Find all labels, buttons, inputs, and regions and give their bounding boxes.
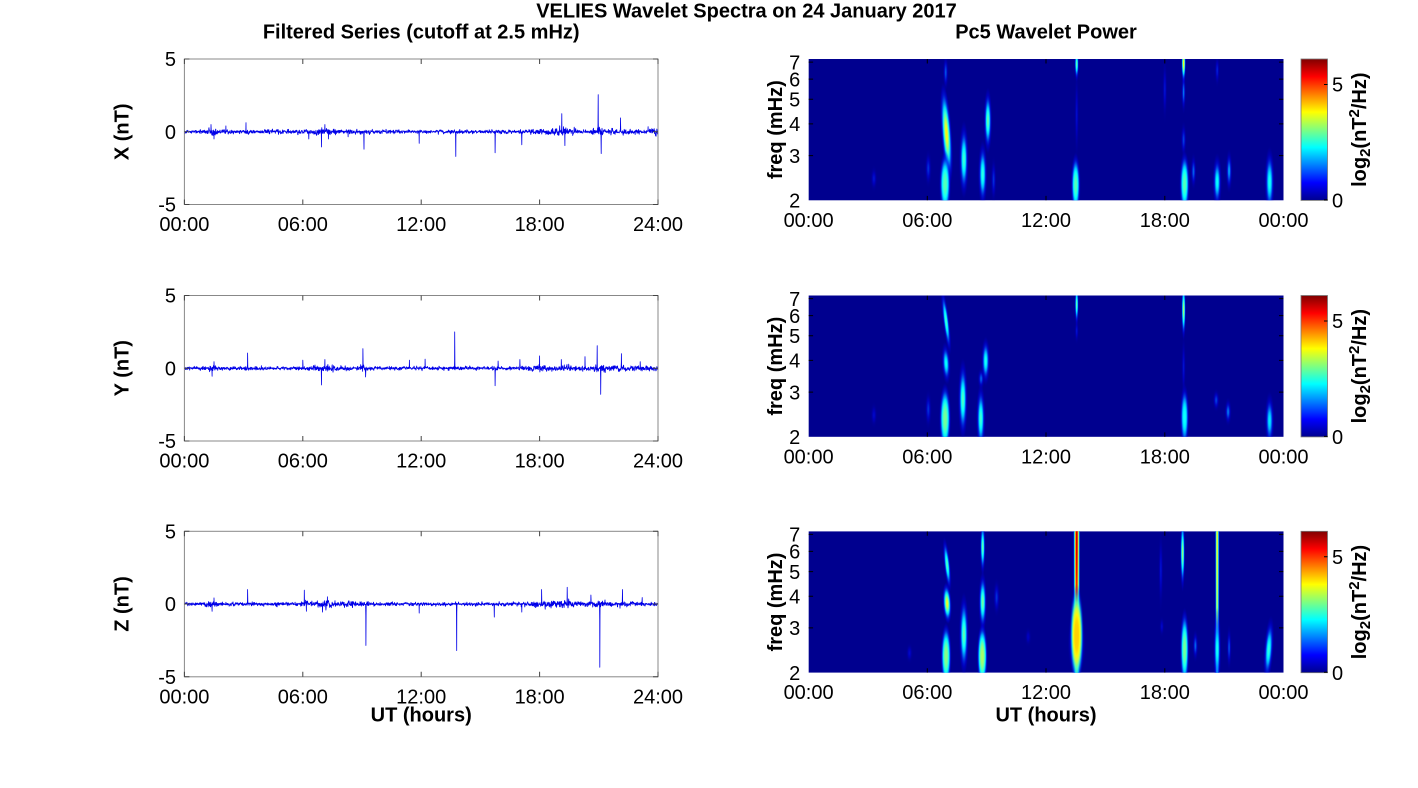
svg-text:06:00: 06:00 <box>278 451 328 473</box>
svg-text:3: 3 <box>789 382 800 404</box>
svg-text:00:00: 00:00 <box>159 686 209 708</box>
svg-text:6: 6 <box>789 69 800 91</box>
svg-text:4: 4 <box>789 586 800 608</box>
svg-text:00:00: 00:00 <box>1258 446 1308 468</box>
svg-text:X (nT): X (nT) <box>112 103 134 160</box>
svg-text:12:00: 12:00 <box>396 686 446 708</box>
svg-text:0: 0 <box>1332 191 1343 213</box>
svg-text:00:00: 00:00 <box>159 214 209 236</box>
svg-text:5: 5 <box>789 326 800 348</box>
svg-text:4: 4 <box>789 351 800 373</box>
svg-text:12:00: 12:00 <box>1021 682 1071 704</box>
svg-text:5: 5 <box>1332 311 1343 333</box>
svg-text:2: 2 <box>789 191 800 213</box>
svg-text:log2(nT2/Hz): log2(nT2/Hz) <box>1346 309 1374 423</box>
svg-text:freq (mHz): freq (mHz) <box>765 553 787 652</box>
svg-text:00:00: 00:00 <box>784 446 834 468</box>
svg-text:0: 0 <box>165 358 176 380</box>
svg-text:18:00: 18:00 <box>515 451 565 473</box>
svg-text:-5: -5 <box>158 195 176 217</box>
svg-text:2: 2 <box>789 427 800 449</box>
svg-text:4: 4 <box>789 114 800 136</box>
svg-text:0: 0 <box>165 594 176 616</box>
svg-text:06:00: 06:00 <box>278 686 328 708</box>
svg-text:0: 0 <box>1332 663 1343 685</box>
svg-text:2: 2 <box>789 663 800 685</box>
svg-text:18:00: 18:00 <box>515 686 565 708</box>
svg-text:24:00: 24:00 <box>633 214 683 236</box>
svg-text:00:00: 00:00 <box>1258 210 1308 232</box>
svg-text:5: 5 <box>789 562 800 584</box>
svg-text:3: 3 <box>789 618 800 640</box>
svg-text:Pc5 Wavelet Power: Pc5 Wavelet Power <box>955 22 1137 44</box>
svg-text:log2(nT2/Hz): log2(nT2/Hz) <box>1346 72 1374 186</box>
svg-text:06:00: 06:00 <box>278 214 328 236</box>
svg-text:18:00: 18:00 <box>1140 682 1190 704</box>
svg-text:12:00: 12:00 <box>396 214 446 236</box>
svg-text:UT (hours): UT (hours) <box>371 705 472 727</box>
svg-text:-5: -5 <box>158 667 176 689</box>
svg-text:0: 0 <box>1332 427 1343 449</box>
svg-text:freq (mHz): freq (mHz) <box>765 317 787 416</box>
svg-text:00:00: 00:00 <box>784 210 834 232</box>
svg-text:7: 7 <box>789 52 800 74</box>
svg-text:5: 5 <box>1332 547 1343 569</box>
svg-text:06:00: 06:00 <box>902 682 952 704</box>
svg-text:log2(nT2/Hz): log2(nT2/Hz) <box>1346 545 1374 659</box>
svg-text:00:00: 00:00 <box>784 682 834 704</box>
svg-text:12:00: 12:00 <box>396 451 446 473</box>
svg-text:-5: -5 <box>158 431 176 453</box>
svg-text:7: 7 <box>789 289 800 311</box>
svg-text:UT (hours): UT (hours) <box>995 705 1096 727</box>
svg-text:5: 5 <box>165 49 176 71</box>
svg-text:12:00: 12:00 <box>1021 210 1071 232</box>
svg-text:24:00: 24:00 <box>633 451 683 473</box>
svg-text:Z (nT): Z (nT) <box>112 576 134 632</box>
svg-text:24:00: 24:00 <box>633 686 683 708</box>
svg-text:Y (nT): Y (nT) <box>112 340 134 396</box>
svg-text:00:00: 00:00 <box>159 451 209 473</box>
svg-text:7: 7 <box>789 525 800 547</box>
svg-text:VELIES Wavelet Spectra on 24 J: VELIES Wavelet Spectra on 24 January 201… <box>536 1 957 23</box>
svg-text:freq (mHz): freq (mHz) <box>765 80 787 179</box>
svg-text:00:00: 00:00 <box>1258 682 1308 704</box>
svg-text:6: 6 <box>789 306 800 328</box>
svg-text:Filtered Series (cutoff at 2.5: Filtered Series (cutoff at 2.5 mHz) <box>263 22 580 44</box>
svg-text:5: 5 <box>1332 75 1343 97</box>
svg-text:12:00: 12:00 <box>1021 446 1071 468</box>
svg-text:6: 6 <box>789 542 800 564</box>
svg-text:06:00: 06:00 <box>902 446 952 468</box>
svg-text:0: 0 <box>165 122 176 144</box>
svg-text:5: 5 <box>789 90 800 112</box>
svg-text:3: 3 <box>789 146 800 168</box>
svg-text:06:00: 06:00 <box>902 210 952 232</box>
svg-text:5: 5 <box>165 522 176 544</box>
svg-text:18:00: 18:00 <box>1140 210 1190 232</box>
svg-text:5: 5 <box>165 286 176 308</box>
svg-text:18:00: 18:00 <box>515 214 565 236</box>
svg-text:18:00: 18:00 <box>1140 446 1190 468</box>
